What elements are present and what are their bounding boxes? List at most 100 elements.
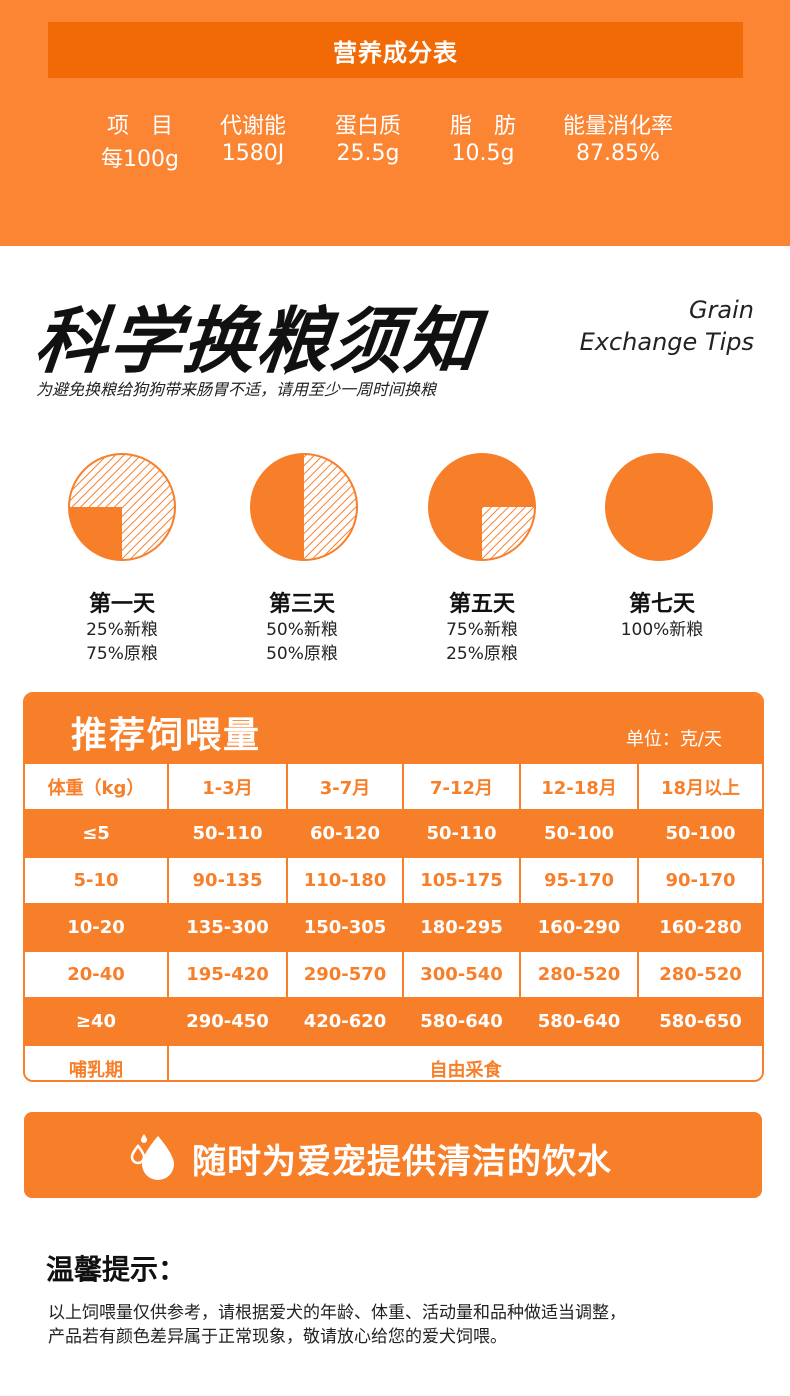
pie-day5 [427,452,537,562]
table-row-lactation: 哺乳期 自由采食 [25,1044,762,1080]
nutrition-value-per: 每100g [101,147,179,172]
table-cell: 580-650 [637,997,762,1046]
table-cell: 110-180 [286,856,404,905]
day-old-ratio: 50%原粮 [266,644,338,664]
nutrition-header-digestibility: 能量消化率 [562,114,673,139]
exchange-title: 科学换粮须知 [30,299,484,383]
table-header-cell: 7-12月 [402,762,521,811]
nutrition-header-protein: 蛋白质 [334,114,401,139]
exchange-title-en-line1: Grain [688,296,754,324]
day-new-ratio: 75%新粮 [446,620,518,640]
day5-block: 第五天 75%新粮 25%原粮 [397,586,567,666]
day-old-ratio: 75%原粮 [86,644,158,664]
pie-outline [605,453,713,561]
day-label: 第三天 [268,592,335,617]
table-header-cell: 1-3月 [167,762,288,811]
pie-outline [250,453,358,561]
table-cell: 420-620 [286,997,404,1046]
table-cell: 160-280 [637,903,762,952]
table-cell: 280-520 [519,950,639,999]
table-cell: 290-570 [286,950,404,999]
table-cell: 150-305 [286,903,404,952]
lactation-label: 哺乳期 [25,1044,169,1080]
table-cell: 90-135 [167,856,288,905]
day-label: 第一天 [88,592,155,617]
nutrition-value-energy: 1580J [221,141,285,166]
exchange-pie-svg [428,453,536,561]
feeding-unit: 单位：克/天 [625,729,722,750]
table-header-cell: 12-18月 [519,762,639,811]
table-row: 5-10 90-135 110-180 105-175 95-170 90-17… [25,856,762,905]
nutrition-value-digestibility: 87.85% [576,141,660,166]
day-new-ratio: 100%新粮 [620,620,704,640]
table-cell: 580-640 [402,997,521,1046]
pie-day1 [67,452,177,562]
nutrition-header-item: 项 目 [106,114,173,139]
nutrition-value-fat: 10.5g [451,141,515,166]
tips-title: 温馨提示： [46,1253,187,1286]
new-grain-slice [69,507,122,560]
pie-outline [68,453,176,561]
table-cell: 20-40 [25,950,169,999]
feeding-title: 推荐饲喂量 [71,715,262,756]
nutrition-title: 营养成分表 [48,22,743,78]
day-new-ratio: 25%新粮 [86,620,158,640]
table-row: 20-40 195-420 290-570 300-540 280-520 28… [25,950,762,999]
exchange-title-en: Grain Exchange Tips [580,294,754,358]
table-header-cell: 体重（kg） [25,762,169,811]
table-cell: 5-10 [25,856,169,905]
exchange-title-en-line2: Exchange Tips [579,328,754,356]
table-cell: 50-100 [519,809,639,858]
table-row: 10-20 135-300 150-305 180-295 160-290 16… [25,903,762,952]
water-text: 随时为爱宠提供清洁的饮水 [192,1142,612,1182]
table-cell: 105-175 [402,856,521,905]
feeding-table: 体重（kg） 1-3月 3-7月 7-12月 12-18月 18月以上 ≤5 5… [25,762,762,1080]
table-cell: 60-120 [286,809,404,858]
water-drop-icon [128,1132,180,1186]
table-cell: ≥40 [25,997,169,1046]
table-header-cell: 3-7月 [286,762,404,811]
table-row: ≥40 290-450 420-620 580-640 580-640 580-… [25,997,762,1046]
feeding-table-card: 推荐饲喂量 单位：克/天 体重（kg） 1-3月 3-7月 7-12月 12-1… [23,692,764,1082]
day-old-ratio: 25%原粮 [446,644,518,664]
pie-outline [428,453,536,561]
exchange-pie-svg [68,453,176,561]
table-cell: 95-170 [519,856,639,905]
table-cell: 50-110 [402,809,521,858]
table-cell: 10-20 [25,903,169,952]
day-new-ratio: 50%新粮 [266,620,338,640]
pie-day7 [604,452,714,562]
table-cell: 50-110 [167,809,288,858]
day3-block: 第三天 50%新粮 50%原粮 [217,586,387,666]
table-cell: 160-290 [519,903,639,952]
tips-line-1: 以上饲喂量仅供参考，请根据爱犬的年龄、体重、活动量和品种做适当调整， [48,1303,626,1323]
nutrition-value-protein: 25.5g [336,141,400,166]
table-cell: 135-300 [167,903,288,952]
table-cell: 280-520 [637,950,762,999]
table-header-cell: 18月以上 [637,762,762,811]
table-cell: 300-540 [402,950,521,999]
day7-block: 第七天 100%新粮 [577,586,747,642]
tips-line-2: 产品若有颜色差异属于正常现象，敬请放心给您的爱犬饲喂。 [48,1327,507,1347]
table-row: ≤5 50-110 60-120 50-110 50-100 50-100 [25,809,762,858]
day-label: 第五天 [448,592,515,617]
new-grain-slice [606,454,712,560]
table-cell: 195-420 [167,950,288,999]
water-banner: 随时为爱宠提供清洁的饮水 [24,1112,762,1198]
new-grain-slice [429,454,535,560]
table-cell: 290-450 [167,997,288,1046]
nutrition-panel: 营养成分表 项 目 代谢能 蛋白质 脂 肪 能量消化率 每100g 1580J … [0,0,790,246]
day1-block: 第一天 25%新粮 75%原粮 [37,586,207,666]
lactation-value: 自由采食 [167,1044,762,1080]
exchange-pie-svg [250,453,358,561]
table-header-row: 体重（kg） 1-3月 3-7月 7-12月 12-18月 18月以上 [25,762,762,811]
day-label: 第七天 [628,592,695,617]
pie-day3 [249,452,359,562]
feeding-header: 推荐饲喂量 单位：克/天 [25,694,762,762]
table-cell: 180-295 [402,903,521,952]
nutrition-header-fat: 脂 肪 [449,114,516,139]
table-cell: 50-100 [637,809,762,858]
nutrition-header-energy: 代谢能 [219,114,286,139]
exchange-pie-svg [605,453,713,561]
new-grain-slice [251,454,304,560]
